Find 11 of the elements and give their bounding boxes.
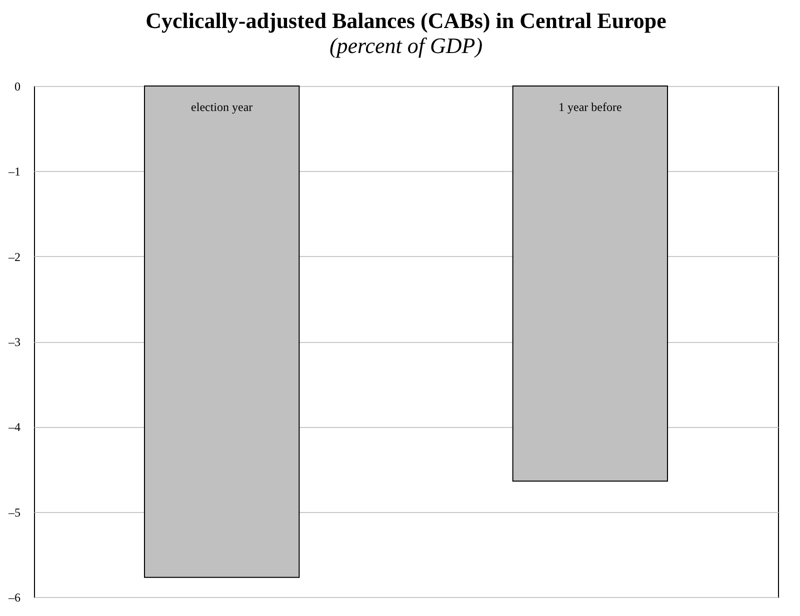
chart-title: Cyclically-adjusted Balances (CABs) in Central Europe xyxy=(146,8,667,33)
y-tick-label: –6 xyxy=(8,590,20,604)
y-tick-label: –5 xyxy=(8,505,20,520)
y-tick-label: –4 xyxy=(8,420,20,434)
x-tick-label: election year xyxy=(191,100,253,114)
y-tick-label: –1 xyxy=(8,164,20,179)
chart-subtitle: (percent of GDP) xyxy=(329,33,483,58)
y-tick-label: 0 xyxy=(14,80,20,94)
y-tick-label: –2 xyxy=(8,250,20,264)
x-tick-label: 1 year before xyxy=(558,100,622,114)
y-tick-label: –3 xyxy=(8,335,20,349)
